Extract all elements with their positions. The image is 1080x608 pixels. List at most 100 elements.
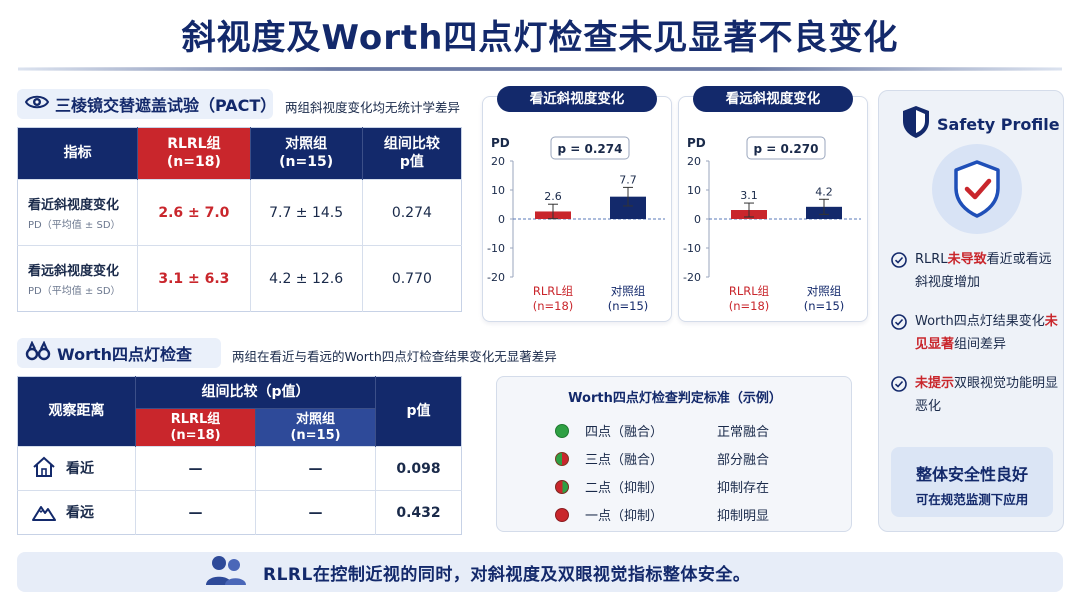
chart-title-far: 看远斜视度变化 [693,86,853,112]
safety-title: Safety Profile [937,114,1060,134]
col-header-group-compare: 组间比较（p值） [135,376,376,409]
header-text: RLRL组 [170,411,221,427]
row-sub: PD（平均值 ± SD） [28,220,121,231]
legend-value: 抑制存在 [717,481,770,496]
x-tick-label: RLRL组 [729,284,770,298]
bullet-emphasis: 未提示 [915,376,955,391]
y-tick-label: -10 [683,242,701,255]
x-tick-label: 对照组 [611,284,646,298]
cell-rlrl: — [135,446,256,491]
chart-title-near: 看近斜视度变化 [497,86,657,112]
row-name: 看近斜视度变化 [28,198,120,213]
x-tick-label: (n=15) [804,299,845,313]
worth-note: 两组在看近与看远的Worth四点灯检查结果变化无显著差异 [232,349,557,364]
row-name: 看近 [66,460,94,477]
title-divider [18,67,1062,71]
red-dot-icon [555,507,569,522]
worth-criteria-legend: Worth四点灯检查判定标准（示例） 四点（融合） 正常融合 三点（融合） 部分… [496,376,852,532]
row-name: 看远 [66,504,94,521]
page-title: 斜视度及Worth四点灯检查未见显著不良变化 [181,18,899,58]
y-tick-label: -20 [683,271,701,284]
green-red-dot-icon [555,451,569,466]
pact-note: 两组斜视度变化均无统计学差异 [285,100,461,115]
shield-check-icon [954,160,1000,218]
conclusion-banner: RLRL在控制近视的同时，对斜视度及双眼视觉指标整体安全。 [17,552,1063,592]
header-text: 组间比较 [383,136,440,152]
bullet-emphasis: 未导致 [947,252,987,267]
legend-item: 四点（融合） 正常融合 [555,421,769,440]
bullet-pre: RLRL [915,252,948,267]
row-sub: PD（平均值 ± SD） [28,286,121,297]
header-text: 对照组 [285,136,328,152]
y-axis-label: PD [687,136,706,150]
bullet-emphasis: 未见显著 [915,314,1058,352]
bar-value-label: 3.1 [740,189,758,202]
header-text: p值 [399,153,424,170]
green-dot-icon [555,423,569,438]
row-label: 看远斜视度变化 PD（平均值 ± SD） [17,245,139,312]
shield-icon [901,105,931,143]
x-tick-label: (n=15) [608,299,649,313]
legend-key: 三点（融合） [585,453,664,468]
bullet-text: Worth四点灯结果变化未见显著组间差异 [915,311,1063,357]
p-value-box [550,136,630,160]
bullet-text: RLRL未导致看近或看远斜视度增加 [915,249,1063,295]
legend-item: 二点（抑制） 抑制存在 [555,477,769,496]
cell-rlrl: — [135,490,256,535]
y-axis-label: PD [491,136,510,150]
cell-rlrl: 3.1 ± 6.3 [137,245,251,312]
chart-card-far: 看远斜视度变化 PD p = 0.270 20 10 0 -10 -20 3.1 RLRL组 (n… [678,86,868,322]
worth-section-label: Worth四点灯检查 [17,338,221,368]
header-text: (n=15) [290,427,341,443]
col-header-p: p值 [375,376,462,447]
eye-icon [24,93,50,115]
table-header-row: 观察距离 组间比较（p值） p值 [17,376,462,447]
people-icon [205,554,247,590]
overall-safety-title: 整体安全性良好 [915,465,1028,484]
row-name: 看远斜视度变化 [28,264,120,279]
red-green-dot-icon [555,479,569,494]
cell-rlrl: 2.6 ± 7.0 [137,179,251,246]
safety-bullet: 未提示双眼视觉功能明显恶化 [891,373,1063,419]
legend-value: 抑制明显 [717,509,770,524]
pact-label-text: 三棱镜交替遮盖试验（PACT） [55,96,277,115]
near-deviation-chart: PD p = 0.274 20 10 0 -10 -20 2.6 RLRL组(n=18) 7.7 对… [487,136,665,313]
y-tick-label: 0 [694,213,701,226]
x-tick-label: 对照组 [807,284,842,298]
check-circle-icon [891,314,907,339]
col-header-control: 对照组 (n=15) [255,408,376,447]
col-header-p: 组间比较 p值 [362,127,462,180]
bullet-text: 未提示双眼视觉功能明显恶化 [915,373,1063,419]
x-tick-label: RLRL组 [533,284,574,298]
p-value-annotation: p = 0.270 [754,142,819,156]
row-label: 看近斜视度变化 PD（平均值 ± SD） [17,179,139,246]
header-text: (n=18) [170,427,221,443]
col-header-indicator: 指标 [17,127,139,180]
pact-table: 指标 RLRL组 (n=18) 对照组 (n=15) 组间比较 p值 看近斜视度变化 P… [17,127,462,312]
x-tick-label: (n=18) [729,299,770,313]
row-label-near: 看近 [17,446,136,491]
col-header-control: 对照组 (n=15) [250,127,363,180]
table-row: 看近 — — 0.098 [17,446,462,491]
bullet-post: 双眼视觉功能明显恶化 [915,376,1059,414]
cell-control: — [255,446,376,491]
header-text: RLRL组 [167,136,221,152]
bullet-pre: Worth四点灯结果变化 [915,314,1045,329]
bullet-post: 看近或看远斜视度增加 [915,252,1052,290]
y-tick-label: -20 [487,271,505,284]
legend-value: 部分融合 [717,453,770,468]
legend-item: 一点（抑制） 抑制明显 [555,505,769,524]
cell-control: — [255,490,376,535]
legend-title: Worth四点灯检查判定标准（示例） [568,391,782,406]
cell-control: 4.2 ± 12.6 [250,245,363,312]
bar-value-label: 2.6 [544,190,562,203]
check-circle-icon [891,252,907,277]
bullet-post: 组间差异 [954,336,1007,352]
y-tick-label: 10 [687,184,701,197]
table-row: 看近斜视度变化 PD（平均值 ± SD） 2.6 ± 7.0 7.7 ± 14.5… [17,179,462,246]
binoculars-icon [25,340,51,365]
chart-card-near: 看近斜视度变化 PD p = 0.274 20 10 0 -10 -20 2.6 RLRL组 (n… [482,86,672,322]
table-row: 看远 — — 0.432 [17,490,462,535]
y-tick-label: -10 [487,242,505,255]
cell-control: 7.7 ± 14.5 [250,179,363,246]
